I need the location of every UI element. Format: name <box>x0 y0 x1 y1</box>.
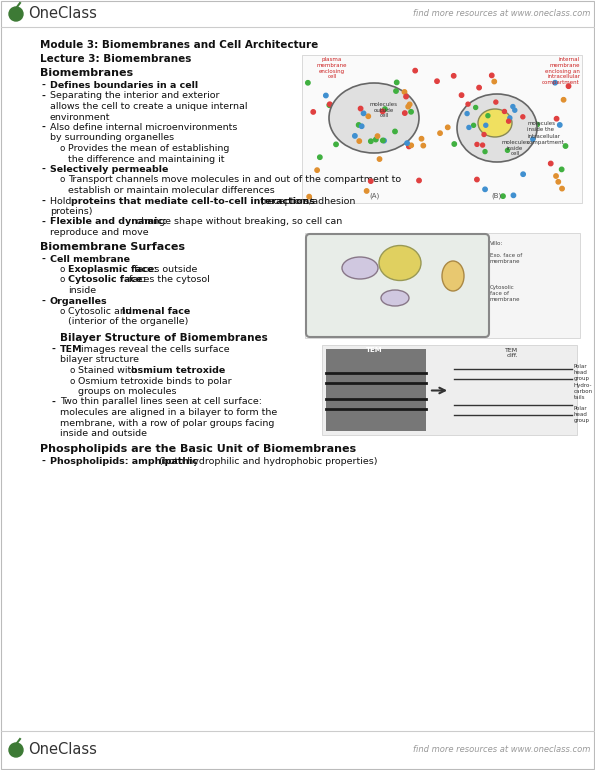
Text: molecules
outside
cell: molecules outside cell <box>370 102 398 119</box>
Circle shape <box>390 129 394 133</box>
Text: allows the cell to create a unique internal: allows the cell to create a unique inter… <box>50 102 248 111</box>
Circle shape <box>467 126 471 129</box>
Circle shape <box>492 79 496 84</box>
Circle shape <box>315 168 320 172</box>
Circle shape <box>393 129 397 134</box>
Circle shape <box>483 149 487 153</box>
Circle shape <box>356 122 361 127</box>
Text: -: - <box>42 217 46 226</box>
Circle shape <box>522 143 527 148</box>
Text: o: o <box>59 265 64 274</box>
Circle shape <box>9 7 23 21</box>
Text: Phospholipids are the Basic Unit of Biomembranes: Phospholipids are the Basic Unit of Biom… <box>40 444 356 454</box>
Text: Organelles: Organelles <box>50 296 108 306</box>
FancyBboxPatch shape <box>326 349 426 430</box>
Text: Osmium tetroxide binds to polar: Osmium tetroxide binds to polar <box>78 377 231 386</box>
Circle shape <box>556 179 560 184</box>
Text: faces the cytosol: faces the cytosol <box>126 276 210 284</box>
Text: Cytosolic
face of
membrane: Cytosolic face of membrane <box>490 285 521 302</box>
Circle shape <box>475 177 479 182</box>
Text: Biomembranes: Biomembranes <box>40 68 133 78</box>
Text: Biomembrane Surfaces: Biomembrane Surfaces <box>40 242 185 252</box>
Circle shape <box>340 119 344 123</box>
Circle shape <box>358 106 363 111</box>
FancyBboxPatch shape <box>305 233 580 338</box>
Ellipse shape <box>329 83 419 153</box>
Circle shape <box>482 132 486 136</box>
Circle shape <box>381 139 385 142</box>
Text: -: - <box>42 255 46 263</box>
Circle shape <box>452 142 456 146</box>
Circle shape <box>382 139 386 143</box>
Text: inside and outside: inside and outside <box>60 429 147 438</box>
Circle shape <box>563 144 568 149</box>
Text: reproduce and move: reproduce and move <box>50 228 149 237</box>
Text: Stained with: Stained with <box>78 366 140 375</box>
Circle shape <box>366 114 371 119</box>
Text: o: o <box>59 144 64 153</box>
FancyBboxPatch shape <box>306 234 489 337</box>
Text: Exoplasmic face:: Exoplasmic face: <box>68 265 157 274</box>
Circle shape <box>452 74 456 78</box>
Text: Polar
head
group: Polar head group <box>574 407 590 423</box>
Text: change shape without breaking, so cell can: change shape without breaking, so cell c… <box>133 217 342 226</box>
Circle shape <box>353 134 357 138</box>
Circle shape <box>513 109 517 112</box>
Circle shape <box>484 123 488 127</box>
Circle shape <box>409 109 414 114</box>
Circle shape <box>481 143 484 147</box>
Circle shape <box>511 105 515 109</box>
Circle shape <box>357 139 362 143</box>
Circle shape <box>364 189 369 193</box>
Circle shape <box>370 133 374 137</box>
Text: molecules are aligned in a bilayer to form the: molecules are aligned in a bilayer to fo… <box>60 408 277 417</box>
Text: -: - <box>42 296 46 306</box>
Circle shape <box>403 111 407 116</box>
Circle shape <box>380 109 385 113</box>
Text: find more resources at www.oneclass.com: find more resources at www.oneclass.com <box>412 9 590 18</box>
Circle shape <box>438 131 442 136</box>
Text: Bilayer Structure of Biomembranes: Bilayer Structure of Biomembranes <box>60 333 268 343</box>
Circle shape <box>334 142 338 146</box>
Circle shape <box>383 107 387 112</box>
Circle shape <box>506 119 511 123</box>
Text: Hydro-
carbon
tails: Hydro- carbon tails <box>574 383 593 400</box>
Text: OneClass: OneClass <box>28 6 97 22</box>
Circle shape <box>402 90 407 94</box>
Text: Transport channels move molecules in and out of the compartment to: Transport channels move molecules in and… <box>68 176 401 185</box>
Text: proteins that mediate cell-to-cell interactions: proteins that mediate cell-to-cell inter… <box>71 196 315 206</box>
Circle shape <box>318 155 322 159</box>
Text: Lecture 3: Biomembranes: Lecture 3: Biomembranes <box>40 54 192 64</box>
Circle shape <box>407 144 411 149</box>
Text: establish or maintain molecular differences: establish or maintain molecular differen… <box>68 186 275 195</box>
FancyBboxPatch shape <box>322 344 577 434</box>
Text: -: - <box>42 123 46 132</box>
Circle shape <box>328 103 333 108</box>
Circle shape <box>394 80 399 85</box>
Text: Exo. face of
membrane: Exo. face of membrane <box>490 253 522 264</box>
Circle shape <box>459 93 464 97</box>
Text: plasma
membrane
enclosing
cell: plasma membrane enclosing cell <box>317 57 347 79</box>
Circle shape <box>404 95 408 99</box>
Text: inside: inside <box>68 286 96 295</box>
Text: OneClass: OneClass <box>28 742 97 758</box>
Circle shape <box>531 137 535 141</box>
Circle shape <box>394 89 398 93</box>
Text: o: o <box>69 366 74 375</box>
Ellipse shape <box>457 94 537 162</box>
Circle shape <box>494 154 499 159</box>
Circle shape <box>374 137 378 142</box>
Ellipse shape <box>478 109 512 137</box>
Circle shape <box>508 116 512 120</box>
Text: proteins): proteins) <box>50 207 92 216</box>
Circle shape <box>435 79 439 83</box>
Circle shape <box>409 119 413 124</box>
Circle shape <box>468 139 472 143</box>
Text: Selectively permeable: Selectively permeable <box>50 165 168 174</box>
Text: Cytosolic face:: Cytosolic face: <box>68 276 146 284</box>
Text: groups on molecules: groups on molecules <box>78 387 177 396</box>
Circle shape <box>369 139 373 143</box>
Circle shape <box>327 103 331 107</box>
Circle shape <box>465 126 469 129</box>
